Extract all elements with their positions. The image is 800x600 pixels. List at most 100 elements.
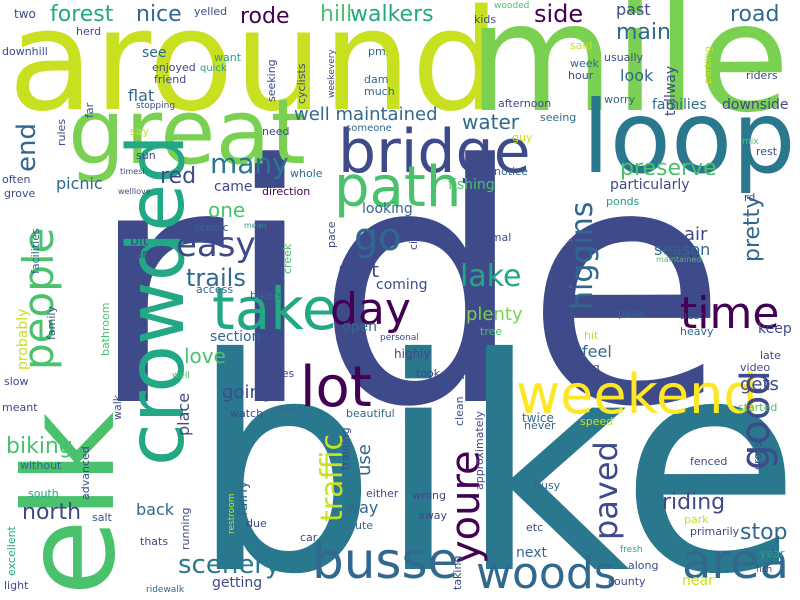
word: love — [184, 344, 226, 368]
word: riding — [662, 490, 726, 515]
word: welllove — [118, 187, 151, 196]
word: kids — [474, 13, 497, 26]
word: never — [524, 419, 556, 432]
word: scenery — [178, 550, 281, 580]
word: biking — [6, 434, 73, 459]
word: thats — [140, 535, 169, 548]
word: side — [534, 0, 584, 28]
word: going — [222, 382, 273, 403]
word: great — [68, 80, 306, 185]
word: bike — [190, 295, 800, 600]
word: county — [608, 575, 646, 588]
word: direction — [262, 185, 311, 198]
word: taking — [451, 555, 464, 590]
word: look — [620, 66, 654, 85]
word: park — [684, 513, 709, 526]
word: quick — [200, 63, 227, 74]
word: section — [210, 329, 261, 345]
word: tree — [480, 325, 503, 338]
word: salt — [92, 511, 112, 524]
word: families — [652, 97, 707, 113]
word: red — [160, 164, 197, 189]
word: much — [364, 85, 395, 98]
word: plenty — [466, 304, 523, 325]
word: car — [300, 531, 318, 544]
word: yelled — [194, 5, 228, 18]
word: worry — [604, 93, 636, 106]
word: season — [654, 240, 711, 259]
word: twice — [522, 411, 554, 425]
word: primarily — [690, 525, 740, 538]
word: walkers — [350, 2, 434, 27]
word: started — [738, 401, 778, 414]
word: higgins — [565, 201, 600, 310]
word: near — [682, 573, 714, 589]
word: along — [628, 559, 659, 572]
word: pm — [368, 45, 386, 58]
word: fresh — [620, 545, 643, 555]
word: rules — [55, 118, 68, 146]
word: pokes — [262, 367, 295, 380]
word: parking — [703, 46, 714, 84]
word: herd — [76, 25, 102, 38]
word: many — [210, 147, 289, 180]
word: around — [8, 0, 501, 143]
word: beautiful — [346, 407, 395, 420]
word: rest — [756, 145, 778, 158]
word: hill — [320, 2, 353, 27]
word: video — [740, 361, 771, 374]
word: forest — [50, 2, 114, 27]
word: bridge — [338, 117, 531, 187]
word: fish — [756, 565, 773, 575]
word: back — [136, 500, 175, 519]
word: busy — [534, 479, 561, 492]
word: scenic — [194, 221, 229, 234]
word: rd — [744, 191, 756, 204]
word: rode — [240, 4, 290, 29]
word: ride — [88, 95, 728, 479]
word: one — [208, 198, 246, 222]
word: east — [278, 403, 302, 416]
word: stop — [740, 520, 788, 545]
word: animal — [474, 231, 512, 244]
word: enjoyed — [152, 61, 196, 74]
word: took — [416, 367, 441, 380]
word: hour — [568, 69, 594, 82]
word: access — [196, 283, 234, 296]
word: easy — [176, 225, 256, 265]
word: sun — [136, 149, 156, 162]
word: running — [179, 507, 192, 550]
word: ponds — [606, 195, 640, 208]
word: cyclists — [295, 63, 308, 105]
word: flat — [128, 86, 155, 105]
word: seeking — [265, 59, 278, 102]
word: afternoon — [498, 97, 552, 110]
word: slow — [4, 375, 29, 388]
word: fairly — [235, 480, 251, 516]
word: well maintained — [294, 104, 438, 125]
word: wrong — [412, 489, 446, 502]
word: riders — [746, 69, 778, 82]
word: end — [12, 123, 42, 172]
word: maintained — [656, 255, 702, 264]
word: without — [20, 459, 62, 472]
word: bathroom — [99, 302, 112, 356]
word: grove — [4, 187, 36, 200]
word: circle — [407, 220, 420, 250]
word: see — [142, 45, 167, 61]
word: weekend — [516, 363, 758, 426]
word: weekevery — [327, 49, 337, 98]
word: getting — [212, 575, 263, 591]
word: water — [462, 110, 519, 134]
word: creek — [281, 243, 294, 274]
word: whole — [290, 167, 323, 180]
word: heavy — [680, 325, 714, 338]
word: best — [680, 309, 704, 322]
word: south — [28, 487, 59, 500]
word: came — [214, 179, 253, 195]
word: someone — [346, 123, 392, 134]
word: guy — [512, 131, 533, 144]
word: time — [680, 288, 780, 339]
word: family — [45, 306, 58, 340]
